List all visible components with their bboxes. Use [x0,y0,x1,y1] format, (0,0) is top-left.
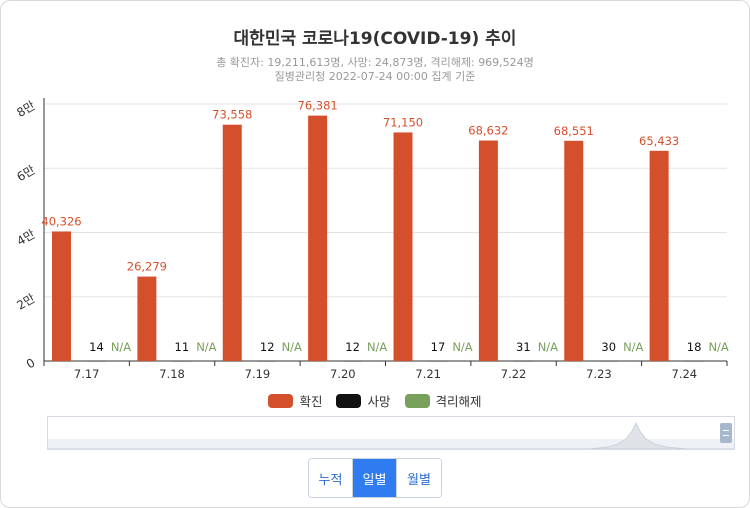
bar-deaths [513,360,533,362]
data-label-released: N/A [282,340,302,354]
bar-confirmed [308,115,328,361]
data-label-deaths: 31 [516,340,531,354]
data-label-confirmed: 76,381 [298,99,338,113]
zoom-preview-sparkline [48,422,734,449]
bar-chart: 0 2만 4만 6만 8만 7.17 40,326 14 N/A 7.18 26,279 11 N/A 7… [14,98,729,381]
data-label-confirmed: 26,279 [127,260,167,274]
y-tick-label: 6만 [14,163,37,184]
x-tick-label: 7.21 [415,367,441,381]
bar-deaths [257,360,277,362]
bar-deaths [599,360,619,362]
legend-item-confirmed[interactable]: 확진 [268,391,322,410]
monthly-button[interactable]: 월별 [397,459,441,497]
zoom-baseline [48,439,734,449]
cumulative-button[interactable]: 누적 [309,459,353,497]
zoom-preview-area [587,422,689,449]
data-label-confirmed: 68,632 [468,124,508,138]
y-tick-label: 0 [24,355,38,371]
data-label-confirmed: 71,150 [383,115,423,129]
data-label-released: N/A [452,340,472,354]
y-tick-label: 4만 [14,227,37,248]
data-label-released: N/A [196,340,216,354]
bar-confirmed [393,132,413,361]
legend-swatch-released [404,393,430,408]
zoom-handle[interactable] [720,423,732,443]
bar-deaths [428,360,448,362]
data-label-released: N/A [367,340,387,354]
bar-deaths [343,360,363,362]
data-label-released: N/A [111,340,131,354]
y-tick-label: 8만 [14,98,37,119]
data-label-released: N/A [708,340,728,354]
data-label-confirmed: 73,558 [212,108,252,122]
bar-confirmed [222,124,242,362]
legend-item-released[interactable]: 격리해제 [404,391,482,410]
legend-swatch-deaths [336,393,362,408]
bar-deaths [87,360,106,362]
view-mode-toggle: 누적 일별 월별 [308,458,442,498]
x-tick-label: 7.18 [159,367,185,381]
data-label-confirmed: 40,326 [41,214,81,228]
bar-confirmed [649,150,669,361]
data-label-released: N/A [623,340,643,354]
y-tick-label: 2만 [14,291,37,312]
bar-confirmed [564,140,584,361]
bar-confirmed [52,231,71,361]
legend-item-deaths[interactable]: 사망 [336,391,391,410]
legend-label-deaths: 사망 [367,394,391,409]
x-tick-label: 7.19 [245,367,271,381]
legend-label-released: 격리해제 [435,394,482,409]
bar-confirmed [137,276,157,361]
data-label-deaths: 30 [601,340,616,354]
data-label-released: N/A [538,340,558,354]
data-label-confirmed: 68,551 [554,124,594,138]
x-tick-label: 7.17 [74,367,100,381]
legend-label-confirmed: 확진 [299,394,323,409]
legend-swatch-confirmed [268,393,294,408]
x-tick-label: 7.24 [672,367,698,381]
data-label-deaths: 14 [89,340,104,354]
data-label-deaths: 17 [431,340,446,354]
daily-button[interactable]: 일별 [353,459,397,497]
zoom-slider-track[interactable] [47,416,735,450]
bar-deaths [684,360,704,362]
data-label-confirmed: 65,433 [639,134,679,148]
data-label-deaths: 12 [260,340,275,354]
chart-subtitle: 총 확진자: 19,211,613명, 사망: 24,873명, 격리해제: 9… [0,56,750,83]
x-tick-label: 7.20 [330,367,356,381]
x-tick-label: 7.22 [501,367,527,381]
bar-deaths [172,360,192,362]
subtitle-line-totals: 총 확진자: 19,211,613명, 사망: 24,873명, 격리해제: 9… [216,56,534,69]
data-label-deaths: 11 [175,340,190,354]
subtitle-line-source: 질병관리청 2022-07-24 00:00 집계 기준 [274,69,476,83]
bar-confirmed [478,140,498,361]
data-label-deaths: 12 [345,340,360,354]
x-tick-label: 7.23 [586,367,612,381]
data-label-deaths: 18 [687,340,702,354]
chart-title: 대한민국 코로나19(COVID-19) 추이 [233,29,517,49]
chart-legend: 확진 사망 격리해제 [0,391,750,410]
